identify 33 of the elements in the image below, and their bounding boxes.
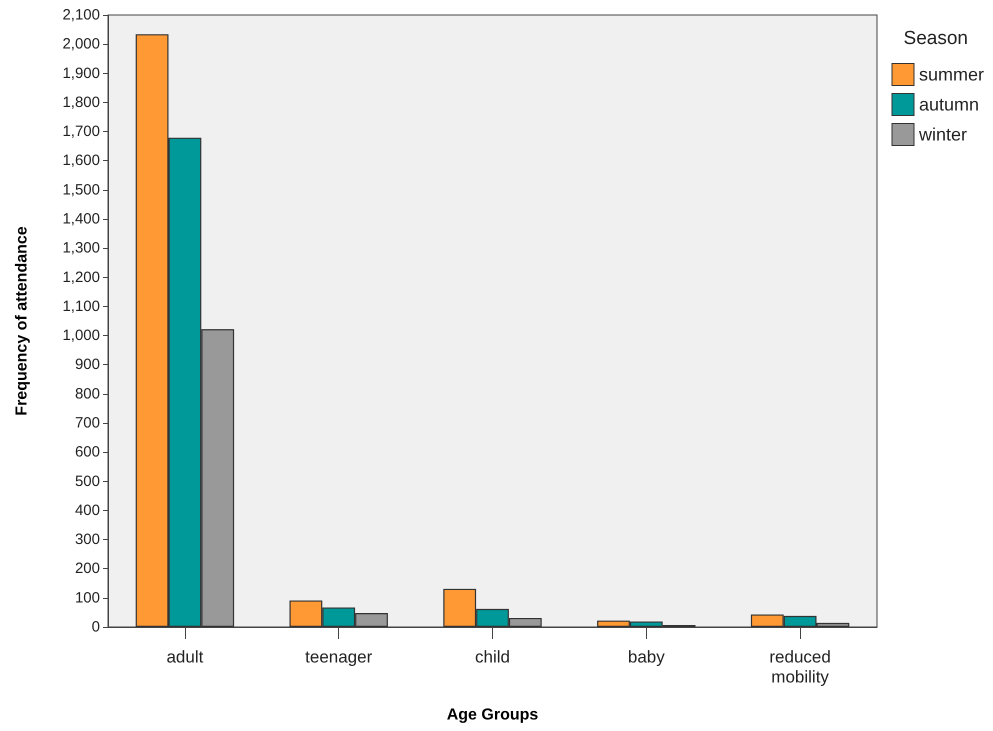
y-tick-label: 600 — [74, 444, 100, 461]
x-tick-label: adult — [166, 648, 204, 666]
y-tick-label: 1,400 — [62, 210, 100, 228]
y-tick-label: 2,100 — [62, 6, 100, 24]
y-tick-label: 1,200 — [62, 268, 100, 286]
y-tick-label: 1,300 — [62, 240, 100, 257]
y-axis-title: Frequency of attendance — [14, 226, 30, 416]
x-tick-label: baby — [628, 648, 666, 666]
x-tick-label: teenager — [305, 648, 373, 666]
y-tick-label: 2,000 — [62, 36, 100, 53]
y-tick-label: 0 — [92, 618, 100, 636]
y-tick-label: 700 — [74, 414, 100, 432]
y-tick-label: 300 — [74, 531, 100, 548]
y-tick-label: 1,100 — [62, 298, 100, 315]
y-tick-label: 800 — [74, 385, 100, 402]
legend-title: Season — [904, 28, 968, 49]
y-tick-label: 1,600 — [62, 152, 100, 170]
x-axis-title: Age Groups — [446, 706, 538, 724]
y-tick-label: 400 — [74, 502, 100, 519]
y-tick-label: 500 — [74, 472, 100, 490]
y-tick-label: 100 — [74, 589, 100, 606]
y-tick-label: 1,500 — [62, 181, 100, 198]
y-tick-label: 1,000 — [62, 327, 100, 344]
y-tick-label: 900 — [74, 356, 100, 374]
x-tick-label: reduced mobility — [769, 648, 831, 686]
y-tick-label: 1,800 — [62, 94, 100, 111]
x-tick-label: child — [475, 648, 510, 666]
legend-label: autumn — [918, 94, 980, 114]
legend-label: summer — [918, 64, 984, 84]
y-tick-label: 1,700 — [62, 123, 100, 140]
y-tick-label: 200 — [74, 560, 100, 578]
y-tick-label: 1,900 — [62, 64, 100, 82]
legend-label: winter — [918, 124, 968, 144]
